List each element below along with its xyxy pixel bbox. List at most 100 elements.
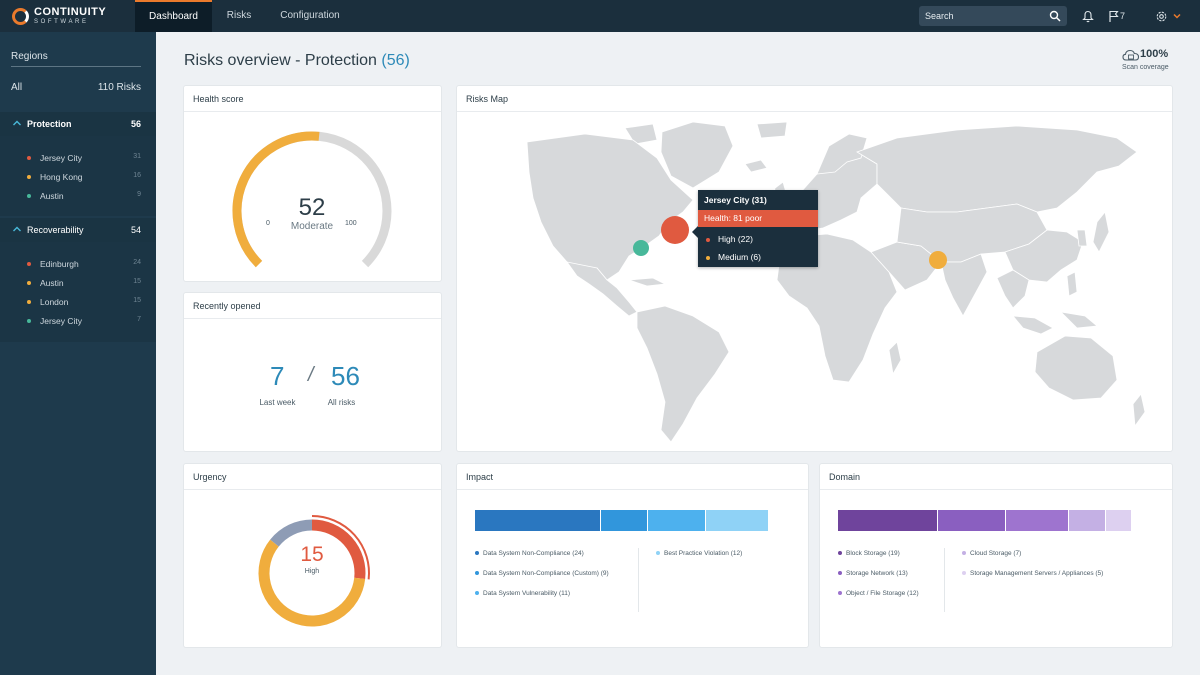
urgency-segment-medium[interactable] bbox=[258, 539, 366, 627]
austin-marker[interactable] bbox=[633, 240, 649, 256]
region-count: 31 bbox=[133, 153, 141, 160]
hong-kong-marker[interactable] bbox=[929, 251, 947, 269]
bar-segment[interactable] bbox=[838, 510, 938, 531]
search-input[interactable] bbox=[919, 6, 1047, 26]
domain-legend-item[interactable]: Storage Management Servers / Appliances … bbox=[962, 570, 1103, 577]
group-count: 56 bbox=[130, 119, 141, 129]
coverage-label: Scan coverage bbox=[1122, 64, 1169, 71]
tooltip-row-label: Medium (6) bbox=[718, 252, 761, 262]
bar-segment[interactable] bbox=[601, 510, 649, 531]
coverage-value: 100% bbox=[1140, 48, 1169, 60]
count-separator: / bbox=[308, 364, 314, 386]
legend-dot bbox=[838, 571, 842, 576]
recently-opened-card: Recently opened 7 / 56 Last week All ris… bbox=[184, 293, 441, 451]
domain-legend-item[interactable]: Storage Network (13) bbox=[838, 570, 908, 577]
card-divider bbox=[184, 489, 441, 490]
bar-segment[interactable] bbox=[1069, 510, 1106, 531]
legend-dot bbox=[656, 551, 660, 556]
tab-dashboard[interactable]: Dashboard bbox=[135, 0, 212, 32]
page-title-text: Risks overview - Protection bbox=[184, 52, 377, 69]
tab-risks[interactable]: Risks bbox=[226, 10, 252, 21]
gauge-fill bbox=[232, 131, 320, 268]
card-divider bbox=[184, 111, 441, 112]
bar-segment[interactable] bbox=[475, 510, 601, 531]
legend-label: Data System Non-Compliance (Custom) (9) bbox=[483, 570, 609, 577]
cloud-scan-icon bbox=[1122, 49, 1140, 61]
impact-legend-item[interactable]: Data System Non-Compliance (Custom) (9) bbox=[475, 570, 609, 577]
last-week-count[interactable]: 7 bbox=[270, 361, 285, 391]
region-count: 15 bbox=[133, 278, 141, 285]
sidebar-title: Regions bbox=[11, 51, 48, 62]
urgency-donut bbox=[258, 515, 370, 627]
gauge-min-label: 0 bbox=[266, 220, 270, 227]
region-name: Austin bbox=[40, 191, 64, 201]
domain-legend-item[interactable]: Cloud Storage (7) bbox=[962, 550, 1021, 557]
status-dot bbox=[27, 281, 31, 285]
legend-label: Cloud Storage (7) bbox=[970, 550, 1022, 557]
all-risks-count[interactable]: 56 bbox=[331, 361, 360, 391]
tooltip-title: Jersey City (31) bbox=[704, 195, 767, 205]
bar-segment[interactable] bbox=[937, 510, 1006, 531]
urgency-segment-low[interactable] bbox=[270, 519, 313, 547]
impact-legend-item[interactable]: Data System Non-Compliance (24) bbox=[475, 550, 584, 557]
region-count: 15 bbox=[133, 297, 141, 304]
region-count: 7 bbox=[137, 316, 141, 323]
bar-segment[interactable] bbox=[1105, 510, 1132, 531]
status-dot bbox=[27, 194, 31, 198]
bar-segment[interactable] bbox=[1006, 510, 1069, 531]
tab-configuration[interactable]: Configuration bbox=[280, 10, 340, 21]
group-label: Recoverability bbox=[27, 225, 84, 235]
bar-segment[interactable] bbox=[706, 510, 769, 531]
bell-icon[interactable] bbox=[1082, 8, 1094, 24]
card-title: Recently opened bbox=[193, 301, 261, 311]
legend-divider bbox=[638, 548, 639, 612]
card-title: Domain bbox=[829, 472, 861, 482]
tooltip-row-label: High (22) bbox=[718, 234, 753, 244]
flag-icon bbox=[1109, 10, 1119, 22]
legend-dot bbox=[838, 591, 842, 596]
card-divider bbox=[457, 489, 808, 490]
sidebar-item-all[interactable]: All 110 Risks bbox=[11, 82, 141, 93]
impact-legend-item[interactable]: Best Practice Violation (12) bbox=[656, 550, 742, 557]
search-icon[interactable] bbox=[1049, 10, 1061, 22]
health-gauge bbox=[232, 131, 392, 268]
card-divider bbox=[184, 318, 441, 319]
flags-button[interactable]: 7 bbox=[1108, 8, 1125, 24]
bar-segment[interactable] bbox=[648, 510, 706, 531]
legend-divider bbox=[944, 548, 945, 612]
urgency-card: Urgency 15 High bbox=[184, 464, 441, 647]
domain-legend-item[interactable]: Object / File Storage (12) bbox=[838, 590, 919, 597]
region-name: London bbox=[40, 297, 69, 307]
urgency-highlight-ring bbox=[311, 515, 370, 580]
recoverability-region-list: Edinburgh 24 Austin 15 London 15 Jersey … bbox=[0, 242, 156, 342]
search-box bbox=[919, 6, 1067, 26]
page-title: Risks overview - Protection (56) bbox=[184, 52, 410, 70]
impact-legend-item[interactable]: Data System Vulnerability (11) bbox=[475, 590, 570, 597]
regions-sidebar: Regions All 110 Risks Protection 56 Jers… bbox=[0, 32, 156, 675]
logo-mark-icon bbox=[12, 7, 29, 25]
region-count: 9 bbox=[137, 191, 141, 198]
risks-map-card: Risks Map bbox=[457, 86, 1172, 451]
legend-label: Best Practice Violation (12) bbox=[664, 550, 743, 557]
status-dot bbox=[27, 175, 31, 179]
sidebar-divider bbox=[11, 66, 141, 67]
jersey-city-marker[interactable] bbox=[661, 216, 689, 244]
protection-region-list: Jersey City 31 Hong Kong 16 Austin 9 bbox=[0, 136, 156, 216]
urgency-value: 15 bbox=[300, 543, 324, 566]
urgency-segment-high[interactable] bbox=[311, 519, 366, 579]
legend-dot bbox=[475, 551, 479, 556]
top-navigation-bar: CONTINUITY SOFTWARE Dashboard Risks Conf… bbox=[0, 0, 1200, 32]
gear-icon bbox=[1156, 11, 1167, 21]
legend-dot bbox=[475, 591, 479, 596]
domain-legend-item[interactable]: Block Storage (19) bbox=[838, 550, 900, 557]
group-label: Protection bbox=[27, 119, 72, 129]
settings-menu[interactable] bbox=[1155, 8, 1182, 24]
sidebar-group-recoverability[interactable]: Recoverability 54 bbox=[0, 218, 156, 242]
legend-dot bbox=[838, 551, 842, 556]
continuity-software-logo[interactable]: CONTINUITY SOFTWARE bbox=[12, 7, 106, 25]
region-name: Edinburgh bbox=[40, 259, 79, 269]
sidebar-group-protection[interactable]: Protection 56 bbox=[0, 112, 156, 136]
tooltip-arrow bbox=[692, 226, 698, 238]
chevron-down-icon bbox=[1173, 13, 1181, 19]
legend-dot bbox=[962, 571, 966, 576]
